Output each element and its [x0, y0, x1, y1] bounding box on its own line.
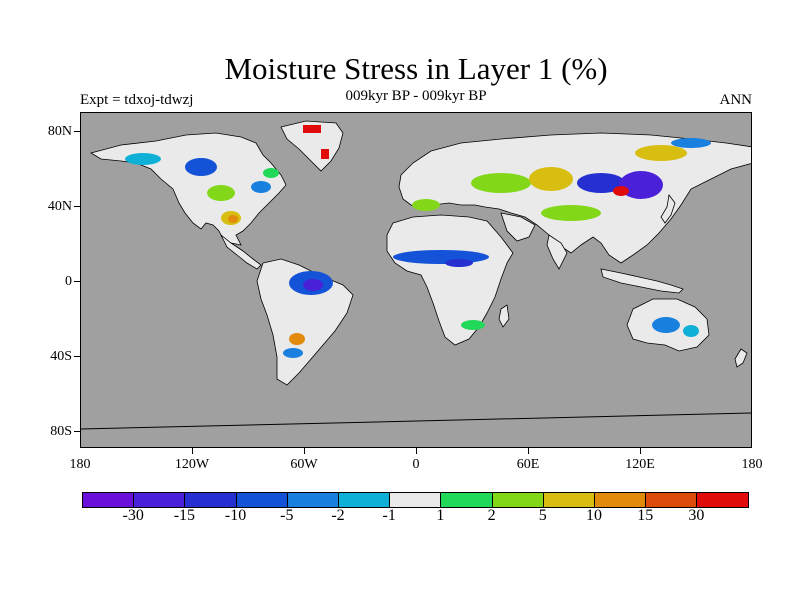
- anomaly-patch: [541, 205, 601, 221]
- legend-swatch: [134, 493, 186, 507]
- x-tick-label: 60E: [516, 457, 540, 472]
- anomaly-patch: [263, 168, 279, 178]
- y-tick-label: 40S: [50, 349, 72, 364]
- anomaly-patch: [529, 167, 573, 191]
- anomaly-patch: [228, 215, 238, 223]
- legend-label: 30: [688, 507, 705, 524]
- legend-swatch: [646, 493, 698, 507]
- legend-swatch: [543, 493, 595, 507]
- anomaly-patch: [471, 173, 531, 193]
- land-madagascar: [498, 304, 510, 328]
- axis-tick: [640, 448, 641, 454]
- map-title: Moisture Stress in Layer 1 (%): [224, 51, 608, 86]
- anomaly-patch: [613, 186, 629, 196]
- legend-swatch: [594, 493, 647, 507]
- map-subtitle: 009kyr BP - 009kyr BP: [345, 88, 487, 104]
- land-arabia-india: [500, 212, 568, 270]
- map-canvas: [81, 113, 751, 447]
- x-tick-label: 0: [412, 457, 420, 472]
- x-tick-label: 180: [741, 457, 763, 472]
- color-legend: [82, 492, 750, 508]
- anomaly-patch: [461, 320, 485, 330]
- land-eurasia: [398, 132, 751, 264]
- anomaly-patch: [185, 158, 217, 176]
- land-indonesia: [600, 268, 684, 294]
- x-tick-label: 120W: [174, 457, 210, 472]
- legend-label: -30: [122, 507, 144, 524]
- y-tick-label: 80S: [50, 424, 72, 439]
- legend-label: -5: [280, 507, 294, 524]
- legend-swatch: [287, 493, 339, 507]
- anomaly-patch: [303, 125, 321, 133]
- anomaly-patch: [445, 259, 473, 267]
- antarctica-coastline: [81, 412, 751, 430]
- legend-label: -15: [173, 507, 196, 524]
- axis-tick: [304, 448, 305, 454]
- land-central-america: [220, 234, 262, 270]
- anomaly-patch: [683, 325, 699, 337]
- legend-swatch: [83, 493, 135, 507]
- anomaly-patch: [577, 173, 625, 193]
- anomaly-patch: [283, 348, 303, 358]
- axis-tick: [74, 281, 80, 282]
- legend-swatch: [185, 493, 237, 507]
- legend-label: 2: [487, 507, 496, 524]
- y-tick-label: 0: [65, 274, 72, 289]
- axis-tick: [74, 431, 80, 432]
- legend-label: -1: [382, 507, 396, 524]
- anomaly-patch: [303, 279, 323, 291]
- anomaly-patch: [321, 149, 329, 159]
- legend-swatch: [492, 493, 544, 507]
- anomaly-patch: [671, 138, 711, 148]
- legend-label: 5: [538, 507, 547, 524]
- anomaly-patch: [125, 153, 161, 165]
- legend-swatch: [338, 493, 391, 507]
- anomaly-patch: [635, 145, 687, 161]
- axis-tick: [74, 356, 80, 357]
- axis-tick: [74, 206, 80, 207]
- x-tick-label: 120E: [625, 457, 655, 472]
- anomaly-patch: [652, 317, 680, 333]
- anomaly-patches: [125, 125, 711, 358]
- anomaly-patch: [207, 185, 235, 201]
- legend-label: 1: [436, 507, 445, 524]
- world-map: [80, 112, 752, 448]
- legend-swatch: [390, 493, 442, 507]
- axis-tick: [74, 131, 80, 132]
- legend-label: 10: [586, 507, 602, 524]
- anomaly-patch: [619, 171, 663, 199]
- season-label: ANN: [719, 92, 753, 108]
- axis-tick: [192, 448, 193, 454]
- anomaly-patch: [412, 199, 440, 211]
- legend-label: -2: [331, 507, 345, 524]
- experiment-label: Expt = tdxoj-tdwzj: [80, 92, 194, 108]
- land-africa: [386, 214, 514, 346]
- legend-swatch: [697, 493, 749, 507]
- legend-swatch: [236, 493, 288, 507]
- legend-label: -10: [224, 507, 247, 524]
- y-tick-label: 80N: [47, 124, 72, 139]
- legend-swatch: [441, 493, 493, 507]
- land-japan: [660, 194, 676, 224]
- anomaly-patch: [251, 181, 271, 193]
- axis-tick: [528, 448, 529, 454]
- land-new-zealand: [734, 348, 748, 368]
- legend-label: 15: [637, 507, 654, 524]
- x-tick-label: 60W: [290, 457, 318, 472]
- axis-tick: [416, 448, 417, 454]
- x-tick-label: 180: [69, 457, 91, 472]
- anomaly-patch: [393, 250, 489, 264]
- anomaly-patch: [289, 333, 305, 345]
- y-tick-label: 40N: [47, 199, 72, 214]
